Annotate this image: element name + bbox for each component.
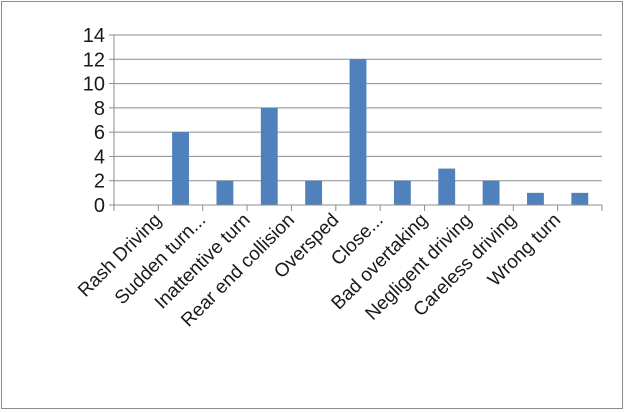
bar xyxy=(571,192,589,205)
y-tick-label: 14 xyxy=(83,25,105,47)
bar xyxy=(482,180,500,205)
y-tick-label: 8 xyxy=(94,98,105,120)
bar xyxy=(216,180,234,205)
y-tick-label: 4 xyxy=(94,146,105,168)
bars xyxy=(172,59,589,206)
y-tick-label: 2 xyxy=(94,171,105,193)
bar xyxy=(260,107,278,205)
y-tick-label: 12 xyxy=(83,49,105,71)
y-tick-label: 0 xyxy=(94,195,105,217)
bar xyxy=(305,180,323,205)
y-tick-label: 6 xyxy=(94,122,105,144)
bar xyxy=(527,192,544,205)
bar xyxy=(438,168,456,205)
y-tick-label: 10 xyxy=(83,74,105,96)
bar xyxy=(349,59,367,206)
axes xyxy=(109,34,603,211)
bar xyxy=(172,132,189,205)
bar xyxy=(393,180,411,205)
